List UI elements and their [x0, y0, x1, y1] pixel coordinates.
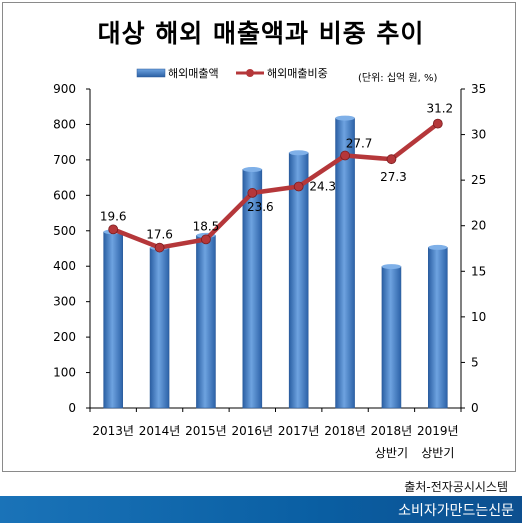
y-left-tick-label: 100 [53, 366, 76, 380]
bar [428, 247, 448, 409]
x-tick-label: 2013년 [92, 424, 134, 438]
y-right-tick-label: 5 [471, 355, 479, 369]
y-left-tick-label: 800 [53, 117, 76, 131]
y-right-tick-label: 20 [471, 219, 486, 233]
unit-note: (단위: 십억 원, %) [358, 71, 437, 84]
share-data-label: 18.5 [193, 219, 220, 233]
share-data-label: 31.2 [426, 102, 453, 116]
share-point [201, 234, 211, 245]
x-tick-label: 2014년 [139, 424, 181, 438]
share-data-label: 27.7 [346, 137, 373, 151]
y-left-tick-label: 700 [53, 153, 76, 167]
share-data-label: 19.6 [100, 209, 127, 223]
footer-brand: 소비자가만드는신문 [398, 503, 514, 519]
bar-top [335, 115, 355, 121]
y-left-tick-label: 200 [53, 330, 76, 344]
source-note: 출처-전자공시시스템 [404, 480, 508, 494]
bar [196, 235, 216, 409]
x-tick-label: 2017년 [278, 424, 320, 438]
bar [149, 247, 170, 409]
legend-line-marker [246, 69, 254, 77]
bar-top [428, 244, 448, 250]
y-right-tick-label: 0 [471, 401, 479, 415]
share-point [108, 224, 119, 235]
x-tick-label: 상반기 [421, 446, 454, 460]
y-right-tick-label: 15 [471, 264, 486, 278]
y-left-tick-label: 400 [53, 259, 76, 273]
share-line [112, 121, 440, 250]
y-left-tick-label: 600 [53, 188, 76, 202]
share-data-label: 24.3 [309, 180, 336, 194]
legend-line-label: 해외매출비중 [267, 66, 328, 80]
share-point [293, 181, 304, 192]
bar [103, 231, 123, 409]
y-left-tick-label: 500 [53, 224, 76, 238]
bar-top [289, 150, 309, 156]
y-right-tick-label: 30 [471, 128, 486, 142]
x-tick-label: 2015년 [185, 424, 227, 438]
chart-title: 대상 해외 매출액과 비중 추이 [97, 19, 425, 48]
legend-bar-label: 해외매출액 [168, 66, 219, 80]
share-point [340, 150, 350, 161]
x-tick-label: 상반기 [375, 446, 408, 460]
chart-area: 0 100 200 300 400 500 600 700 800 900 0 5 10 15 20 25 30… [53, 66, 486, 460]
y-left-tick-label: 900 [53, 82, 76, 96]
bar-top [242, 166, 262, 172]
y-left-tick-label: 0 [68, 401, 76, 415]
y-left-tick-label: 300 [53, 295, 76, 309]
share-data-label: 23.6 [247, 200, 274, 214]
share-point [247, 188, 258, 198]
share-data-label: 27.3 [380, 170, 407, 184]
x-tick-label: 2016년 [232, 424, 274, 438]
y-right-tick-label: 35 [471, 82, 486, 96]
share-point [432, 118, 443, 129]
y-right-tick-label: 10 [471, 310, 486, 324]
share-data-label: 17.6 [146, 228, 173, 242]
y-right-tick-label: 25 [471, 173, 486, 187]
x-tick-label: 2018년 [371, 424, 413, 438]
share-point [386, 154, 397, 165]
footer-bar: 소비자가만드는신문 [0, 496, 522, 523]
legend-bar-swatch [136, 68, 166, 78]
x-tick-label: 2019년 [417, 424, 459, 438]
bar-top [381, 264, 401, 270]
x-tick-label: 2018년 [324, 424, 366, 438]
share-point [154, 242, 165, 253]
bar [381, 266, 402, 409]
